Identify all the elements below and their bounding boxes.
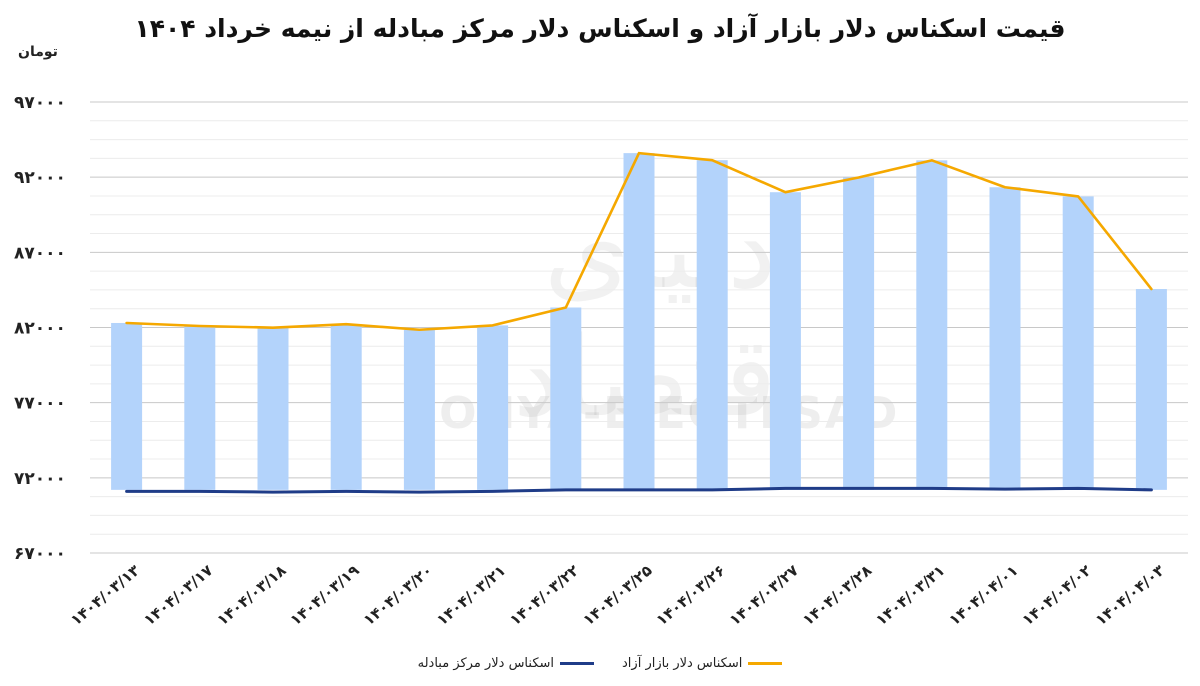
x-tick-label: ۱۴۰۴/۰۳/۱۳ (67, 561, 143, 629)
legend-swatch-exchange-center (560, 662, 595, 665)
legend-item-free-market: اسکناس دلار بازار آزاد (622, 656, 783, 671)
legend-label-free-market: اسکناس دلار بازار آزاد (622, 656, 743, 671)
series-lines (125, 151, 1153, 494)
bars (111, 153, 1167, 490)
x-tick-label: ۱۴۰۴/۰۳/۲۱ (433, 561, 509, 629)
x-tick-label: ۱۴۰۴/۰۳/۲۶ (653, 561, 729, 629)
y-tick-label: ۸۲۰۰۰ (14, 319, 66, 339)
y-tick-label: ۸۷۰۰۰ (14, 243, 66, 263)
series-line-exchange-center (125, 486, 1153, 494)
chart-title: قیمت اسکناس دلار بازار آزاد و اسکناس دلا… (134, 14, 1066, 43)
x-tick-label: ۱۴۰۴/۰۳/۱۸ (213, 561, 289, 629)
x-tick-label: ۱۴۰۴/۰۳/۳۱ (872, 561, 948, 629)
bar (1062, 196, 1094, 490)
y-tick-label: ۷۲۰۰۰ (14, 469, 66, 489)
x-tick-label: ۱۴۰۴/۰۳/۲۷ (726, 561, 802, 629)
x-tick-label: ۱۴۰۴/۰۴/۰۲ (1019, 561, 1095, 629)
bar (550, 307, 582, 490)
legend: اسکناس دلار بازار آزاد اسکناس دلار مرکز … (0, 656, 1200, 671)
x-tick-label: ۱۴۰۴/۰۳/۲۰ (360, 561, 436, 629)
x-tick-label: ۱۴۰۴/۰۴/۰۳ (1092, 561, 1168, 629)
y-axis-unit-label: تومان (18, 44, 58, 60)
bar (330, 324, 362, 490)
legend-swatch-free-market (748, 662, 783, 665)
series-line-free-market (125, 151, 1153, 332)
y-tick-label: ۹۲۰۰۰ (14, 168, 66, 188)
y-tick-label: ۶۷۰۰۰ (14, 544, 66, 564)
x-tick-label: ۱۴۰۴/۰۴/۰۱ (945, 561, 1021, 629)
bar (989, 187, 1021, 490)
bar (769, 192, 801, 490)
bar (403, 329, 435, 490)
x-tick-label: ۱۴۰۴/۰۳/۲۵ (579, 561, 655, 629)
x-tick-label: ۱۴۰۴/۰۳/۱۷ (140, 561, 216, 629)
x-tick-label: ۱۴۰۴/۰۳/۲۲ (506, 561, 582, 629)
y-tick-label: ۷۷۰۰۰ (14, 394, 66, 414)
x-tick-label: ۱۴۰۴/۰۳/۲۸ (799, 561, 875, 629)
bar (623, 153, 655, 490)
bar (1135, 289, 1167, 490)
bar (696, 160, 728, 490)
bar (184, 325, 216, 490)
bar (257, 327, 289, 490)
bar (843, 177, 875, 490)
x-tick-label: ۱۴۰۴/۰۳/۱۹ (287, 561, 363, 629)
bar (916, 160, 948, 490)
legend-item-exchange-center: اسکناس دلار مرکز مبادله (417, 656, 595, 671)
y-tick-label: ۹۷۰۰۰ (14, 93, 66, 113)
x-tick-labels: ۱۴۰۴/۰۳/۱۳۱۴۰۴/۰۳/۱۷۱۴۰۴/۰۳/۱۸۱۴۰۴/۰۳/۱۹… (67, 561, 1168, 629)
y-tick-labels: ۶۷۰۰۰ ۷۲۰۰۰ ۷۷۰۰۰ ۸۲۰۰۰ ۸۷۰۰۰ ۹۲۰۰۰ ۹۷۰۰۰ (14, 93, 66, 564)
bar (477, 325, 509, 490)
bar (111, 322, 143, 490)
legend-label-exchange-center: اسکناس دلار مرکز مبادله (417, 656, 555, 671)
